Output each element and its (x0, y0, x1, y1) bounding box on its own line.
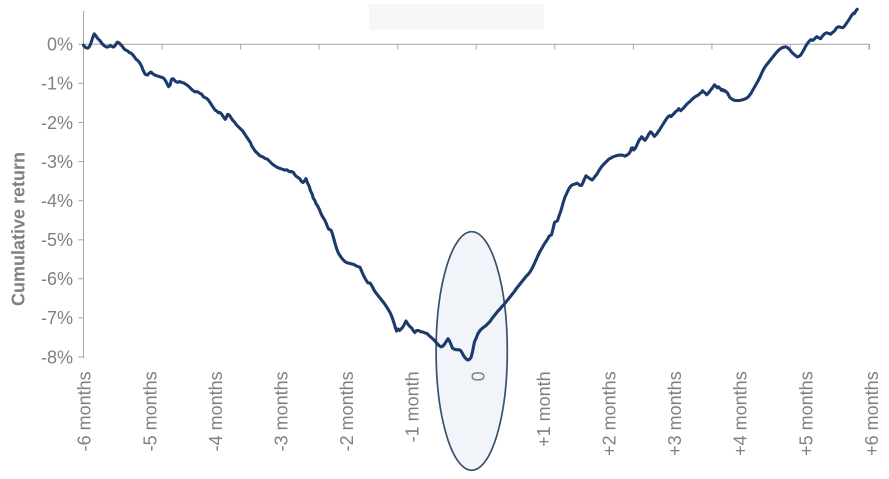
svg-text:Cumulative return: Cumulative return (9, 152, 29, 306)
svg-text:+5 months: +5 months (796, 371, 816, 456)
svg-text:0: 0 (468, 371, 488, 381)
svg-text:+1 month: +1 month (534, 371, 554, 447)
svg-text:-8%: -8% (41, 347, 73, 367)
svg-text:+2 months: +2 months (600, 371, 620, 456)
svg-text:-4 months: -4 months (206, 371, 226, 451)
svg-text:+4 months: +4 months (731, 371, 751, 456)
svg-text:-5%: -5% (41, 230, 73, 250)
svg-text:-2 months: -2 months (337, 371, 357, 451)
svg-text:-2%: -2% (41, 113, 73, 133)
svg-text:-6%: -6% (41, 269, 73, 289)
svg-text:-1 month: -1 month (403, 371, 423, 442)
svg-text:-4%: -4% (41, 191, 73, 211)
svg-text:-7%: -7% (41, 308, 73, 328)
svg-text:+6 months: +6 months (862, 371, 882, 456)
svg-text:-3%: -3% (41, 152, 73, 172)
svg-text:-5 months: -5 months (140, 371, 160, 451)
svg-text:0%: 0% (47, 35, 73, 55)
svg-text:-1%: -1% (41, 74, 73, 94)
svg-text:-3 months: -3 months (272, 371, 292, 451)
svg-text:-6 months: -6 months (75, 371, 95, 451)
svg-text:+3 months: +3 months (665, 371, 685, 456)
